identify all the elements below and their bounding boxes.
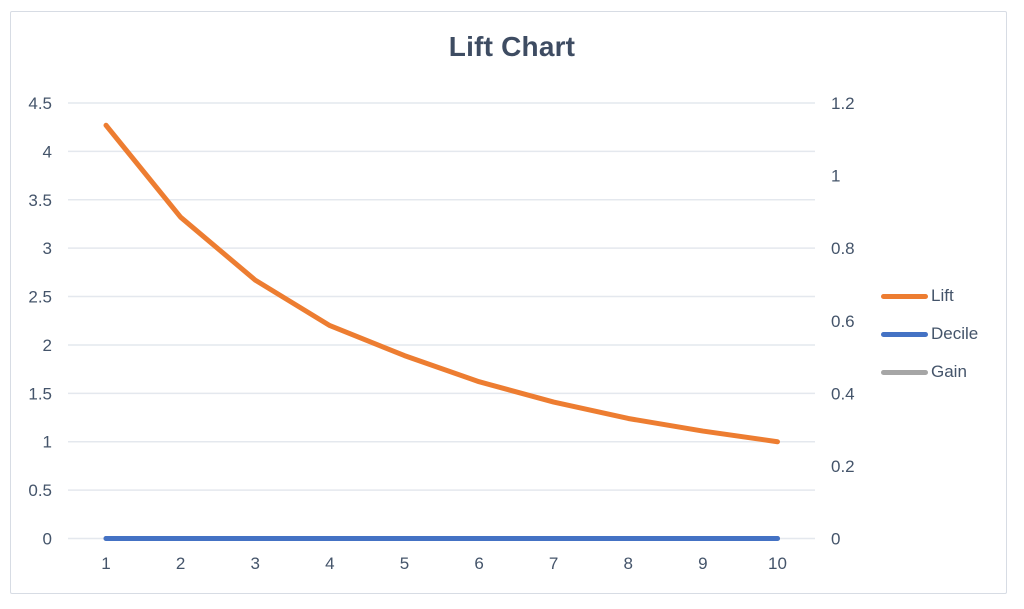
x-axis-tick-label: 3 <box>250 554 259 573</box>
chart-frame <box>10 11 1007 594</box>
chart-title: Lift Chart <box>448 31 576 62</box>
left-axis-tick-label: 4 <box>43 142 52 161</box>
x-axis-tick-label: 10 <box>768 554 787 573</box>
right-axis-tick-label: 1 <box>831 167 840 186</box>
lift-line-swatch-icon <box>881 293 928 299</box>
left-axis-tick-label: 1 <box>43 433 52 452</box>
right-axis-tick-label: 0.6 <box>831 312 855 331</box>
x-axis-tick-label: 1 <box>101 554 110 573</box>
legend-label-decile: Decile <box>931 324 979 343</box>
x-axis-tick-label: 9 <box>698 554 707 573</box>
left-axis-tick-label: 0.5 <box>28 481 52 500</box>
x-axis-tick-label: 8 <box>624 554 633 573</box>
left-axis-tick-label: 1.5 <box>28 384 52 403</box>
x-axis-tick-label: 7 <box>549 554 558 573</box>
x-axis-tick-label: 4 <box>325 554 334 573</box>
legend-item-lift: Lift <box>881 284 978 308</box>
right-axis-tick-label: 0 <box>831 530 840 549</box>
legend-label-lift: Lift <box>931 286 954 305</box>
left-axis-tick-label: 3 <box>43 239 52 258</box>
right-axis-tick-label: 1.2 <box>831 94 855 113</box>
left-axis-tick-label: 2.5 <box>28 288 52 307</box>
legend-label-gain: Gain <box>931 362 967 381</box>
gain-line-swatch-icon <box>881 369 928 375</box>
right-axis-tick-label: 0.2 <box>831 457 855 476</box>
legend: Lift Decile Gain <box>881 284 978 384</box>
x-axis-tick-label: 6 <box>474 554 483 573</box>
right-axis-tick-label: 0.4 <box>831 384 855 403</box>
legend-item-gain: Gain <box>881 360 978 384</box>
x-axis-tick-label: 2 <box>176 554 185 573</box>
left-axis-tick-label: 3.5 <box>28 191 52 210</box>
series-line-lift <box>103 122 780 445</box>
decile-line-swatch-icon <box>881 331 928 337</box>
right-axis-tick-label: 0.8 <box>831 239 855 258</box>
left-axis-tick-label: 0 <box>43 530 52 549</box>
left-axis-tick-label: 2 <box>43 336 52 355</box>
left-axis-tick-label: 4.5 <box>28 94 52 113</box>
x-axis-tick-label: 5 <box>400 554 409 573</box>
legend-item-decile: Decile <box>881 322 978 346</box>
